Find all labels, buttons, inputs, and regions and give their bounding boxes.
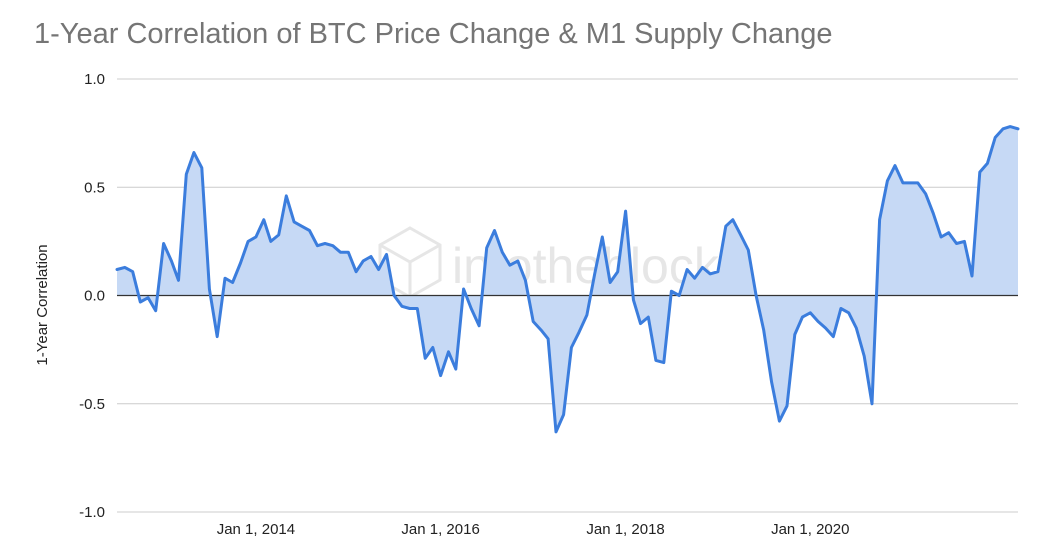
y-axis-label: 1-Year Correlation bbox=[34, 244, 51, 365]
chart-title: 1-Year Correlation of BTC Price Change &… bbox=[34, 18, 833, 50]
x-tick-label: Jan 1, 2014 bbox=[217, 521, 295, 538]
x-tick-label: Jan 1, 2020 bbox=[771, 521, 849, 538]
series-line bbox=[115, 125, 1020, 434]
y-tick-label: 1.0 bbox=[84, 71, 105, 88]
y-tick-label: -0.5 bbox=[79, 396, 105, 413]
watermark: intotheblock bbox=[378, 226, 720, 299]
grid-lines bbox=[117, 78, 1018, 513]
area-series bbox=[115, 125, 1020, 434]
y-axis: 1.0 0.5 0.0 -0.5 -1.0 bbox=[79, 71, 105, 521]
x-tick-label: Jan 1, 2018 bbox=[586, 521, 664, 538]
x-axis: Jan 1, 2014 Jan 1, 2016 Jan 1, 2018 Jan 1, … bbox=[217, 521, 850, 538]
y-tick-label: 0.5 bbox=[84, 179, 105, 196]
y-tick-label: 0.0 bbox=[84, 288, 105, 305]
x-tick-label: Jan 1, 2016 bbox=[401, 521, 479, 538]
y-tick-label: -1.0 bbox=[79, 504, 105, 521]
